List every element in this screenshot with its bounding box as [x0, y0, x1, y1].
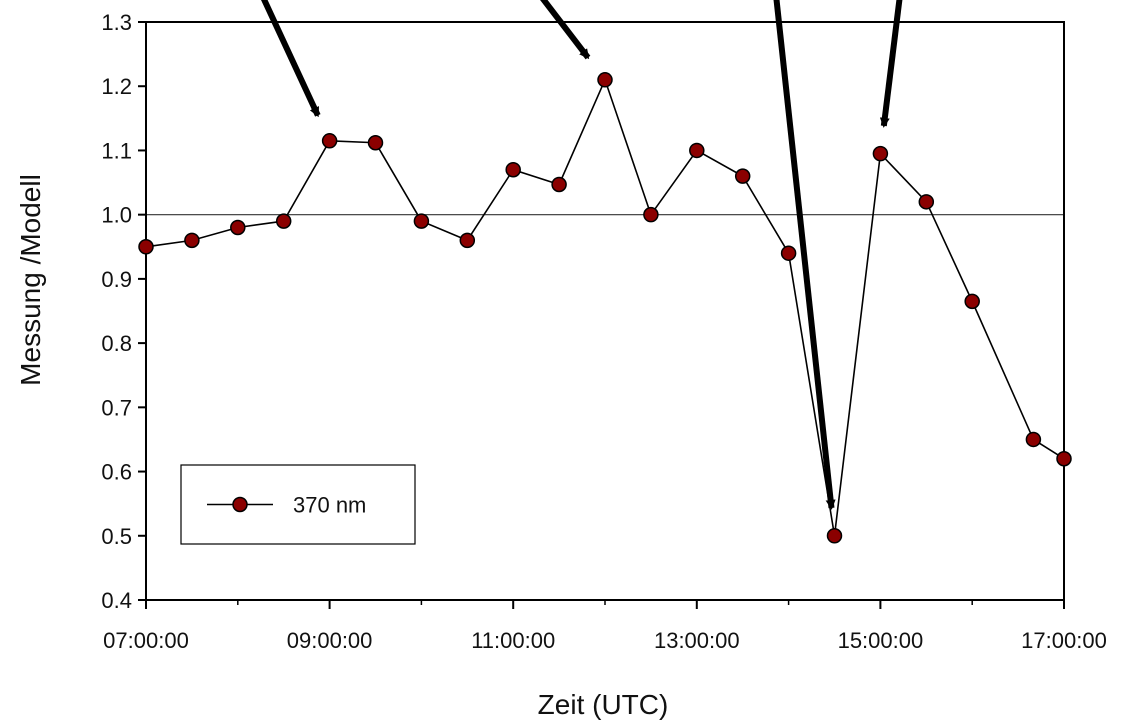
y-tick-label: 1.0	[101, 203, 132, 228]
data-point	[826, 528, 843, 544]
x-tick-label: 09:00:00	[287, 628, 373, 653]
y-tick-label: 0.7	[101, 395, 132, 420]
y-tick-label: 1.1	[101, 138, 132, 163]
x-axis-label: Zeit (UTC)	[538, 689, 669, 720]
y-tick-label: 0.9	[101, 267, 132, 292]
y-tick-label: 0.5	[101, 524, 132, 549]
data-point	[1025, 431, 1042, 448]
annotation-arrow	[261, 0, 321, 118]
x-tick-label: 15:00:00	[838, 628, 924, 653]
legend-label: 370 nm	[293, 493, 366, 518]
data-point	[413, 213, 430, 229]
data-point	[780, 245, 797, 261]
data-point	[1056, 450, 1072, 467]
data-point	[643, 206, 659, 223]
data-point	[321, 133, 338, 149]
data-point	[184, 232, 200, 249]
data-point	[597, 72, 613, 88]
x-tick-label: 07:00:00	[103, 628, 189, 653]
data-point	[367, 134, 384, 151]
data-point	[138, 239, 154, 255]
data-point	[872, 145, 889, 162]
data-point	[275, 213, 292, 229]
y-tick-label: 1.2	[101, 74, 132, 99]
x-tick-label: 17:00:00	[1021, 628, 1107, 653]
annotation-arrow	[773, 0, 836, 510]
y-tick-label: 1.3	[101, 10, 132, 35]
annotation-arrow	[540, 0, 591, 60]
data-point	[551, 176, 567, 193]
legend-marker-swatch	[232, 496, 248, 513]
x-tick-label: 11:00:00	[471, 628, 555, 653]
y-axis-label: Messung /Modell	[15, 174, 46, 386]
y-tick-label: 0.6	[101, 460, 132, 485]
y-tick-label: 0.8	[101, 331, 132, 356]
data-point	[459, 232, 476, 249]
annotation-arrow	[879, 0, 903, 128]
data-point	[505, 161, 521, 178]
data-point	[230, 219, 246, 236]
data-point	[689, 142, 705, 159]
data-point	[734, 168, 751, 184]
x-tick-label: 13:00:00	[654, 628, 740, 653]
data-point	[918, 194, 935, 210]
data-point	[964, 293, 980, 310]
y-tick-label: 0.4	[101, 588, 132, 613]
